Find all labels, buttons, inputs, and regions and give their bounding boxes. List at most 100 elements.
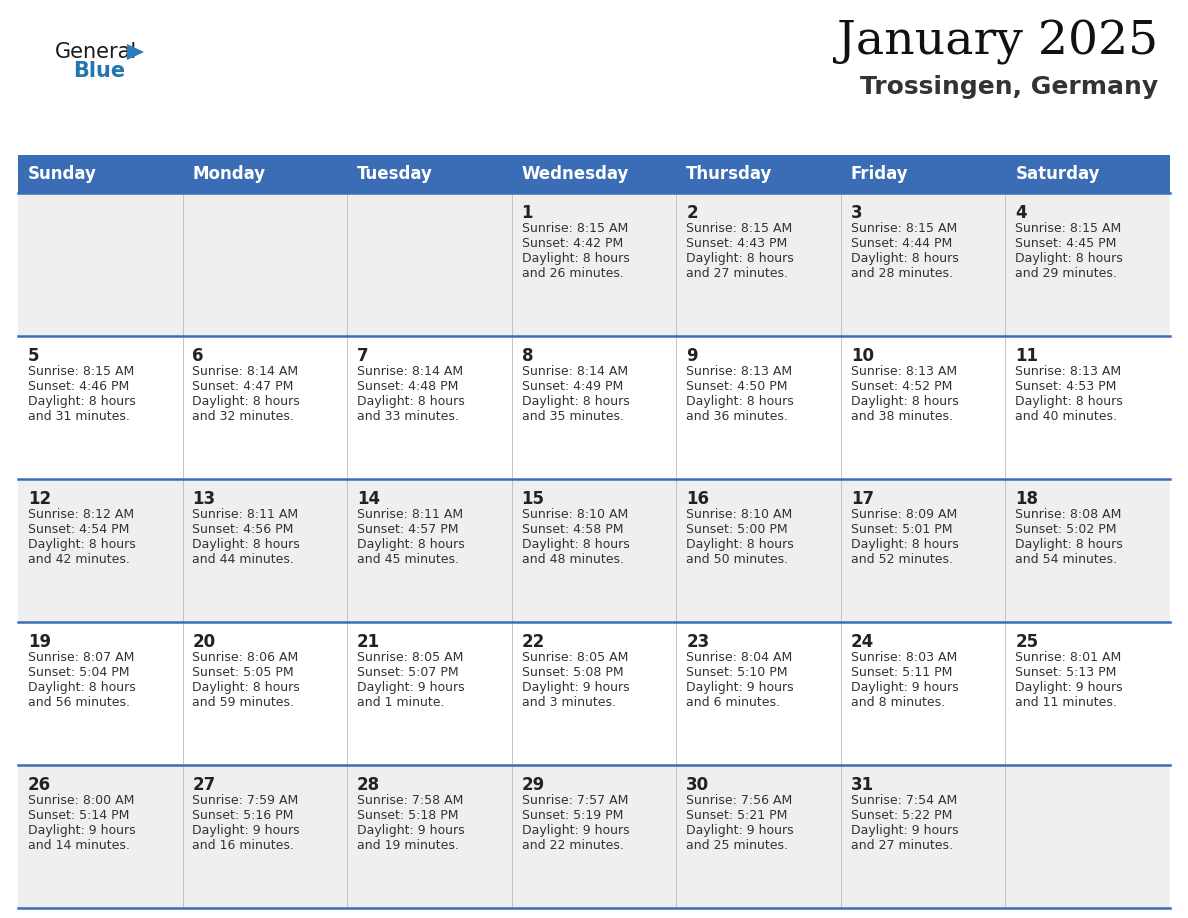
Bar [841,622,1005,765]
Text: Sunrise: 8:15 AM: Sunrise: 8:15 AM [687,222,792,235]
Text: Sunset: 5:00 PM: Sunset: 5:00 PM [687,523,788,536]
Text: and 56 minutes.: and 56 minutes. [27,696,129,709]
Text: Sunset: 4:46 PM: Sunset: 4:46 PM [27,380,129,393]
Text: 12: 12 [27,490,51,508]
Text: Sunset: 5:16 PM: Sunset: 5:16 PM [192,809,293,822]
Bar [347,193,512,336]
Text: Daylight: 9 hours: Daylight: 9 hours [192,824,301,837]
Text: Daylight: 8 hours: Daylight: 8 hours [358,395,465,408]
Bar [183,479,347,622]
Text: Sunset: 5:01 PM: Sunset: 5:01 PM [851,523,953,536]
Bar [347,765,512,908]
Text: Sunset: 4:54 PM: Sunset: 4:54 PM [27,523,129,536]
Text: Thursday: Thursday [687,165,772,183]
Text: 27: 27 [192,776,216,794]
Bar [183,765,347,908]
Text: Sunrise: 8:13 AM: Sunrise: 8:13 AM [851,365,956,378]
Text: Daylight: 9 hours: Daylight: 9 hours [1016,681,1123,694]
Polygon shape [127,44,144,60]
Text: Sunset: 4:49 PM: Sunset: 4:49 PM [522,380,623,393]
Text: Sunrise: 7:56 AM: Sunrise: 7:56 AM [687,794,792,807]
Text: and 32 minutes.: and 32 minutes. [192,410,295,423]
Text: Sunrise: 8:15 AM: Sunrise: 8:15 AM [851,222,958,235]
Text: Daylight: 8 hours: Daylight: 8 hours [1016,252,1123,265]
Text: Sunrise: 8:08 AM: Sunrise: 8:08 AM [1016,508,1121,521]
Text: and 44 minutes.: and 44 minutes. [192,553,295,566]
Text: Daylight: 8 hours: Daylight: 8 hours [27,395,135,408]
Text: Sunrise: 8:12 AM: Sunrise: 8:12 AM [27,508,134,521]
Text: Daylight: 8 hours: Daylight: 8 hours [1016,395,1123,408]
Text: and 14 minutes.: and 14 minutes. [27,839,129,852]
Text: 6: 6 [192,347,204,365]
Text: 24: 24 [851,633,874,651]
Bar [841,155,1005,193]
Bar [347,622,512,765]
Text: Sunday: Sunday [27,165,96,183]
Bar [18,193,183,336]
Text: Sunset: 5:21 PM: Sunset: 5:21 PM [687,809,788,822]
Text: Sunset: 5:10 PM: Sunset: 5:10 PM [687,666,788,679]
Text: Sunset: 4:48 PM: Sunset: 4:48 PM [358,380,459,393]
Text: Daylight: 8 hours: Daylight: 8 hours [192,395,301,408]
Text: 21: 21 [358,633,380,651]
Text: Sunrise: 8:15 AM: Sunrise: 8:15 AM [1016,222,1121,235]
Text: Sunrise: 8:07 AM: Sunrise: 8:07 AM [27,651,134,664]
Text: Sunrise: 8:14 AM: Sunrise: 8:14 AM [192,365,298,378]
Text: Trossingen, Germany: Trossingen, Germany [860,75,1158,99]
Text: and 52 minutes.: and 52 minutes. [851,553,953,566]
Bar [183,622,347,765]
Text: Sunset: 5:13 PM: Sunset: 5:13 PM [1016,666,1117,679]
Text: Sunset: 4:56 PM: Sunset: 4:56 PM [192,523,293,536]
Text: 16: 16 [687,490,709,508]
Text: 19: 19 [27,633,51,651]
Text: 10: 10 [851,347,873,365]
Text: and 26 minutes.: and 26 minutes. [522,267,624,280]
Text: 8: 8 [522,347,533,365]
Text: Sunset: 5:04 PM: Sunset: 5:04 PM [27,666,129,679]
Text: Sunrise: 8:09 AM: Sunrise: 8:09 AM [851,508,958,521]
Text: and 29 minutes.: and 29 minutes. [1016,267,1117,280]
Text: 18: 18 [1016,490,1038,508]
Bar [512,479,676,622]
Bar [1005,622,1170,765]
Text: Daylight: 9 hours: Daylight: 9 hours [358,824,465,837]
Text: Sunrise: 8:06 AM: Sunrise: 8:06 AM [192,651,298,664]
Text: 14: 14 [358,490,380,508]
Text: and 16 minutes.: and 16 minutes. [192,839,295,852]
Text: General: General [55,42,138,62]
Text: and 59 minutes.: and 59 minutes. [192,696,295,709]
Bar [1005,193,1170,336]
Text: Sunrise: 8:10 AM: Sunrise: 8:10 AM [522,508,627,521]
Text: Sunset: 5:18 PM: Sunset: 5:18 PM [358,809,459,822]
Text: Sunrise: 8:01 AM: Sunrise: 8:01 AM [1016,651,1121,664]
Text: Sunset: 4:52 PM: Sunset: 4:52 PM [851,380,952,393]
Text: Monday: Monday [192,165,266,183]
Text: 1: 1 [522,204,533,222]
Text: 29: 29 [522,776,545,794]
Bar [347,155,512,193]
Text: Daylight: 8 hours: Daylight: 8 hours [851,538,959,551]
Text: and 1 minute.: and 1 minute. [358,696,444,709]
Text: Blue: Blue [72,61,125,81]
Bar [676,479,841,622]
Text: and 33 minutes.: and 33 minutes. [358,410,459,423]
Text: Sunset: 4:58 PM: Sunset: 4:58 PM [522,523,623,536]
Text: Sunrise: 8:03 AM: Sunrise: 8:03 AM [851,651,958,664]
Text: Daylight: 8 hours: Daylight: 8 hours [687,538,794,551]
Text: and 31 minutes.: and 31 minutes. [27,410,129,423]
Bar [676,622,841,765]
Bar [18,155,183,193]
Text: and 22 minutes.: and 22 minutes. [522,839,624,852]
Text: Sunset: 5:05 PM: Sunset: 5:05 PM [192,666,295,679]
Text: Daylight: 9 hours: Daylight: 9 hours [522,681,630,694]
Text: and 19 minutes.: and 19 minutes. [358,839,459,852]
Bar [512,155,676,193]
Text: and 40 minutes.: and 40 minutes. [1016,410,1117,423]
Bar [676,193,841,336]
Bar [18,336,183,479]
Text: Sunset: 4:43 PM: Sunset: 4:43 PM [687,237,788,250]
Text: Sunrise: 7:54 AM: Sunrise: 7:54 AM [851,794,958,807]
Bar [676,765,841,908]
Text: Sunrise: 8:14 AM: Sunrise: 8:14 AM [522,365,627,378]
Text: 26: 26 [27,776,51,794]
